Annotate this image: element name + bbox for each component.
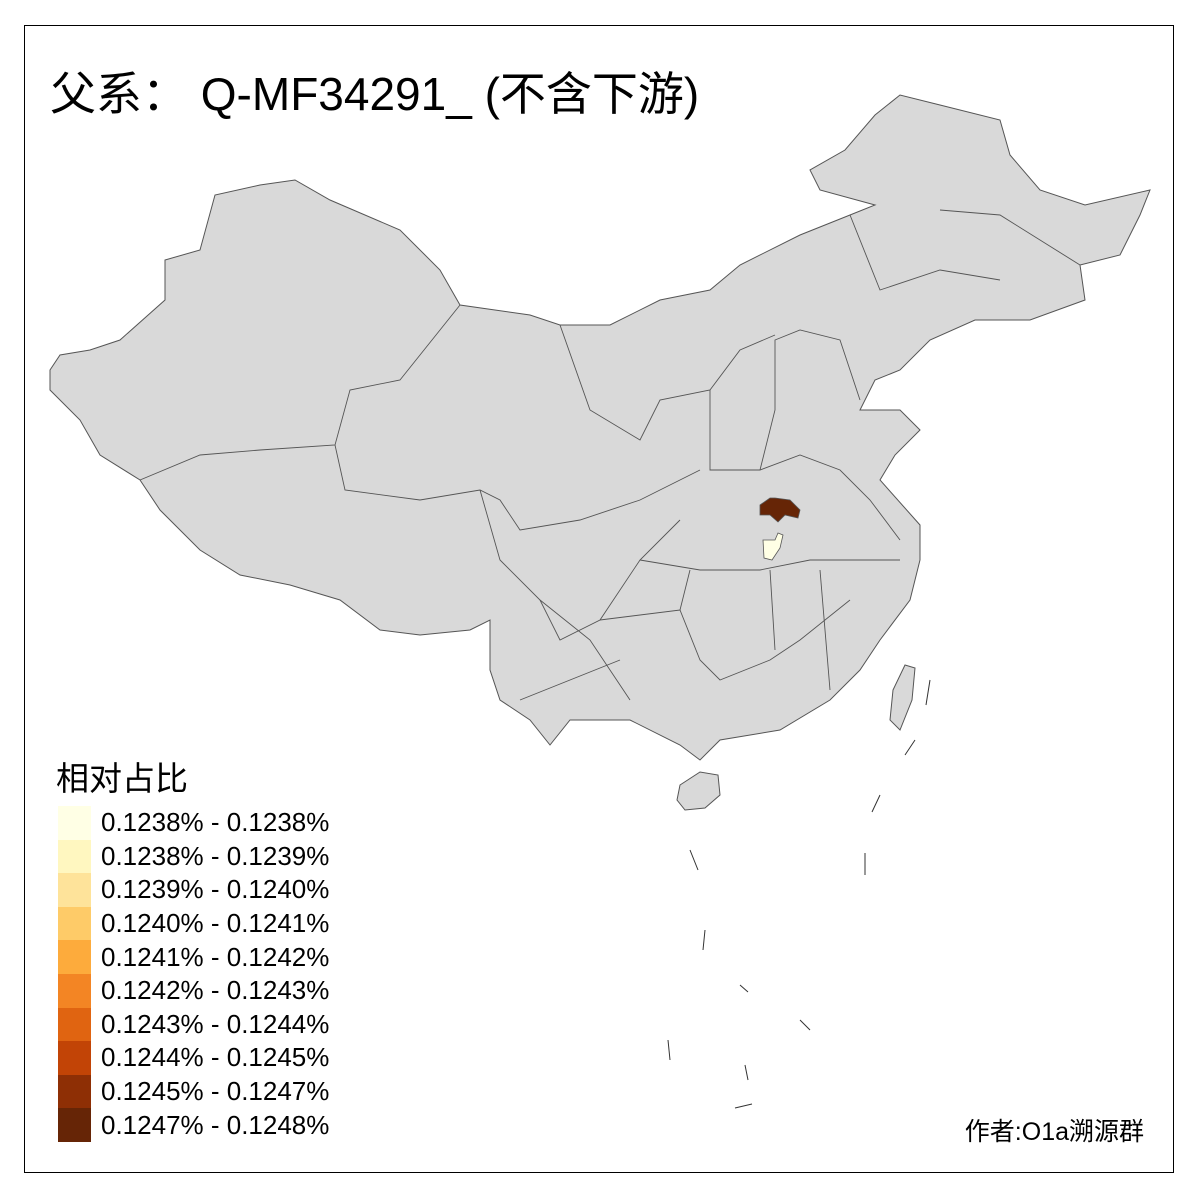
legend-swatch [58,973,91,1008]
legend-label: 0.1244% - 0.1245% [101,1042,330,1073]
legend-item: 0.1238% - 0.1238% [58,806,329,840]
legend-item: 0.1244% - 0.1245% [58,1041,329,1075]
legend: 0.1238% - 0.1238% 0.1238% - 0.1239% 0.1239… [58,806,329,1142]
legend-label: 0.1243% - 0.1244% [101,1008,330,1039]
legend-swatch [58,1041,91,1075]
author-credit: 作者:O1a溯源群 [964,1118,1144,1146]
legend-swatch [58,1007,91,1042]
china-mainland [49,94,1151,761]
region-class-1 [762,532,784,561]
map-title: 父系： Q-MF34291_ (不含下游) [50,68,700,120]
legend-item: 0.1242% - 0.1243% [58,973,330,1008]
south-sea-islands [667,679,931,1109]
legend-item: 0.1245% - 0.1247% [58,1074,330,1109]
hainan-island [676,771,721,811]
legend-label: 0.1245% - 0.1247% [101,1076,330,1107]
legend-label: 0.1238% - 0.1238% [101,807,330,838]
legend-label: 0.1242% - 0.1243% [101,975,330,1006]
legend-item: 0.1240% - 0.1241% [58,906,330,941]
legend-item: 0.1243% - 0.1244% [58,1007,330,1042]
legend-swatch [58,906,91,941]
map-frame [24,25,1174,1173]
legend-item: 0.1238% - 0.1239% [58,839,330,874]
legend-item: 0.1241% - 0.1242% [58,940,329,974]
legend-label: 0.1241% - 0.1242% [101,941,330,972]
region-class-10 [759,497,801,523]
legend-item: 0.1239% - 0.1240% [58,873,329,907]
legend-swatch [58,1108,91,1142]
legend-label: 0.1247% - 0.1248% [101,1109,330,1140]
legend-label: 0.1240% - 0.1241% [101,908,330,939]
legend-item: 0.1247% - 0.1248% [58,1108,329,1142]
legend-swatch [58,806,91,840]
legend-swatch [58,873,91,907]
legend-title: 相对占比 [56,760,188,797]
legend-swatch [58,940,91,974]
taiwan-island [889,664,916,731]
legend-label: 0.1238% - 0.1239% [101,840,330,871]
legend-swatch [58,839,91,874]
legend-swatch [58,1074,91,1109]
province-borders [139,209,1081,701]
legend-label: 0.1239% - 0.1240% [101,874,330,905]
